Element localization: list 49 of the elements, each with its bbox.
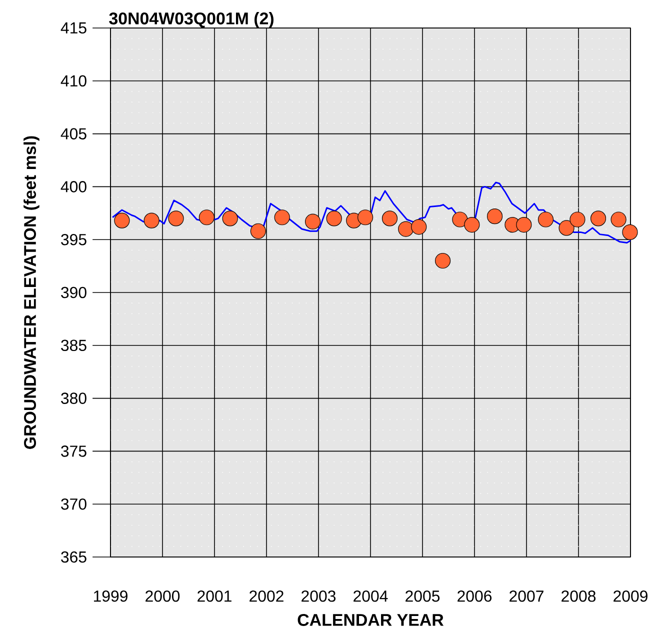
- point: [464, 216, 480, 233]
- x-tick-label: 2009: [614, 590, 648, 602]
- point: [622, 224, 638, 240]
- point: [250, 223, 266, 239]
- y-tick-label: 410: [60, 75, 86, 87]
- point: [358, 210, 374, 226]
- point: [516, 216, 532, 233]
- point: [434, 252, 451, 269]
- point: [610, 212, 626, 228]
- x-tick-label: 2000: [146, 590, 180, 602]
- point: [274, 210, 290, 226]
- y-tick-label: 365: [61, 551, 86, 563]
- point: [486, 208, 503, 224]
- x-tick-label: 2008: [562, 590, 596, 602]
- point: [590, 210, 606, 226]
- point: [382, 210, 398, 226]
- point: [326, 210, 342, 226]
- point: [198, 210, 215, 226]
- point: [570, 212, 586, 228]
- point: [304, 214, 321, 230]
- x-tick-label: 2007: [510, 590, 544, 602]
- point: [144, 212, 160, 228]
- point: [114, 212, 130, 228]
- x-axis-title: CALENDAR YEAR: [298, 614, 444, 626]
- y-axis-title: GROUNDWATER ELEVATION (feet msl): [24, 136, 40, 449]
- y-tick-label: 415: [60, 22, 86, 34]
- point: [222, 210, 238, 226]
- point: [452, 212, 468, 228]
- y-tick-label: 405: [60, 128, 86, 140]
- point: [558, 220, 574, 236]
- y-tick-label: 380: [61, 392, 86, 404]
- chart-title: 30N04W03Q001M (2): [109, 12, 274, 28]
- x-tick-label: 2005: [406, 590, 440, 602]
- y-tick-label: 400: [60, 181, 86, 192]
- y-tick-label: 375: [61, 446, 86, 457]
- y-tick-label: 395: [61, 234, 86, 246]
- x-tick-label: 2004: [354, 590, 388, 602]
- y-tick-label: 370: [61, 498, 86, 510]
- point: [538, 212, 554, 228]
- x-tick-label: 1999: [94, 590, 128, 602]
- x-tick-label: 2002: [250, 590, 284, 602]
- x-tick-label: 2006: [458, 590, 492, 602]
- point: [411, 219, 427, 235]
- point: [398, 221, 414, 237]
- x-tick-label: 2003: [302, 590, 336, 602]
- y-tick-label: 385: [61, 340, 86, 352]
- y-tick-label: 390: [61, 286, 86, 298]
- point: [168, 210, 184, 226]
- x-tick-label: 2001: [198, 590, 232, 602]
